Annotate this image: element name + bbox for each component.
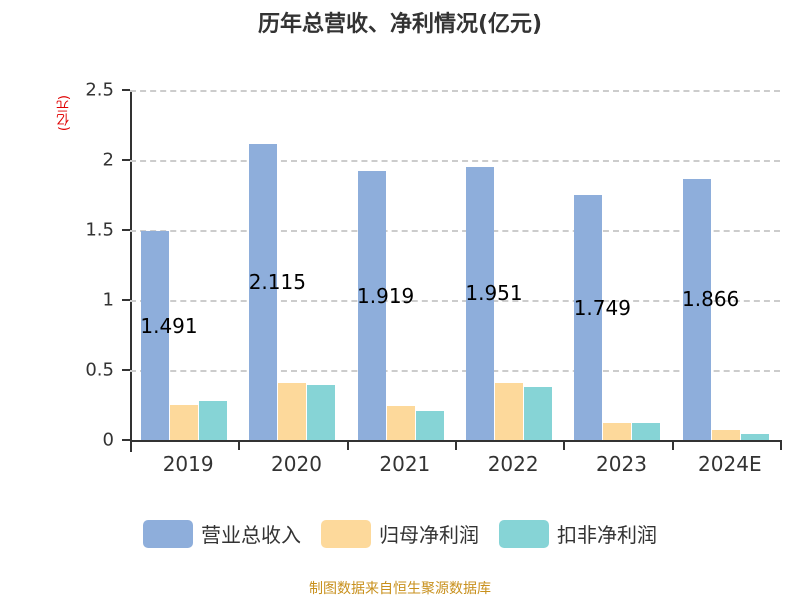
bar-parent-profit[interactable] [495,382,523,440]
y-axis-line [130,90,132,452]
legend-item-revenue[interactable]: 营业总收入 [143,519,301,548]
bar-parent-profit[interactable] [170,405,198,440]
value-label: 2.115 [248,269,306,294]
bar-deducted-profit[interactable] [524,386,552,440]
legend-label: 扣非净利润 [557,523,657,547]
value-label: 1.866 [682,287,740,312]
value-label: 1.749 [573,295,631,320]
x-tick-mark [238,440,241,450]
value-label: 1.951 [465,281,523,306]
y-tick-mark [122,89,130,91]
data-source-note: 制图数据来自恒生聚源数据库 [309,581,491,597]
y-tick-mark [122,369,130,371]
x-tick-label: 2022 [487,452,539,476]
x-tick-label: 2020 [271,452,322,476]
x-tick-mark [346,440,349,450]
chart-title: 历年总营收、净利情况(亿元) [257,12,543,37]
y-tick-mark [122,159,130,161]
legend-label: 营业总收入 [201,523,301,547]
y-tick-label: 2.5 [85,79,114,101]
y-tick-label: 0.5 [85,359,114,381]
bar-revenue[interactable] [141,231,169,440]
bar-parent-profit[interactable] [603,423,632,440]
y-tick-label: 0 [102,429,114,451]
gridline [130,90,780,92]
bar-deducted-profit[interactable] [199,400,227,440]
y-tick-mark [122,299,130,301]
bar-parent-profit[interactable] [711,430,740,440]
bar-revenue[interactable] [574,195,603,440]
legend-swatch-revenue [143,519,193,548]
x-tick-mark [671,440,674,450]
x-tick-mark [130,440,132,450]
y-tick-label: 1.5 [85,219,114,241]
gridline [130,230,780,232]
value-label: 1.919 [357,283,415,308]
legend-swatch-parent-profit [321,519,371,548]
legend-item-deducted-profit[interactable]: 扣非净利润 [499,519,657,548]
x-tick-label: 2024E [698,452,762,476]
x-tick-label: 2021 [379,452,431,476]
bar-deducted-profit[interactable] [632,423,661,440]
bar-deducted-profit[interactable] [740,434,769,440]
x-tick-label: 2019 [162,452,214,476]
legend-swatch-deducted-profit [499,519,549,548]
gridline [130,160,780,162]
y-tick-label: 1 [102,289,114,311]
y-tick-label: 2 [102,149,114,171]
bar-parent-profit[interactable] [386,406,415,440]
x-tick-mark [563,440,566,450]
bar-revenue[interactable] [249,143,278,440]
legend-label: 归母净利润 [379,523,479,547]
y-tick-mark [122,439,130,441]
gridline [130,300,780,302]
x-tick-label: 2023 [596,452,647,476]
bar-revenue[interactable] [357,171,386,440]
plot-area: 0 0.5 1 1.5 2 2.5 2019 1.491 2020 2.115 2021 1.919 2… [85,80,782,476]
value-label: 1.491 [140,313,198,338]
bar-parent-profit[interactable] [278,382,307,440]
legend-item-parent-profit[interactable]: 归母净利润 [321,519,479,548]
x-tick-mark [455,440,457,450]
y-tick-mark [122,229,130,231]
bar-deducted-profit[interactable] [415,410,444,440]
gridline [130,370,780,372]
bar-revenue[interactable] [466,166,494,440]
legend: 营业总收入 归母净利润 扣非净利润 [0,519,800,548]
x-tick-mark [780,440,782,450]
bar-revenue[interactable] [682,178,711,440]
bar-deducted-profit[interactable] [307,385,336,440]
